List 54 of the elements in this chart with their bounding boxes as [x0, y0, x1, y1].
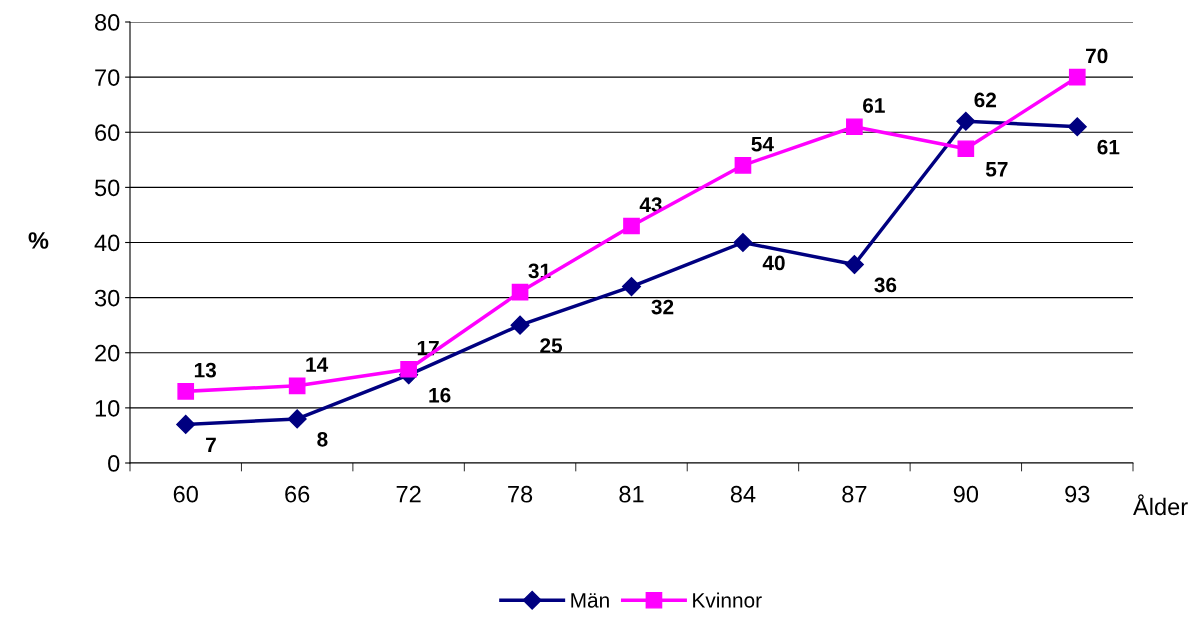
legend-label: Män	[571, 593, 609, 608]
y-tick-label: 70	[95, 69, 120, 86]
data-label: 14	[306, 357, 329, 372]
y-tick-label: 20	[95, 344, 120, 362]
point	[400, 360, 417, 378]
y-tick-label: 30	[94, 289, 120, 307]
data-label: 25	[540, 338, 563, 353]
y-tick-label: 10	[95, 399, 120, 417]
point	[287, 409, 307, 429]
point	[734, 156, 752, 174]
x-tick-label: 93	[1065, 485, 1090, 503]
point	[846, 118, 863, 136]
data-label: 13	[194, 362, 216, 378]
point	[1067, 117, 1087, 137]
x-tick-label: 72	[396, 485, 421, 503]
point	[176, 414, 196, 434]
legend-label: Kvinnor	[693, 592, 762, 608]
data-label: 62	[974, 92, 997, 108]
point	[956, 111, 976, 131]
point	[957, 140, 975, 158]
x-tick-label: 78	[508, 485, 533, 503]
point	[844, 255, 864, 275]
data-label: 32	[651, 299, 674, 315]
y-tick-label: 80	[95, 14, 120, 31]
point	[177, 383, 195, 400]
data-label: 61	[1097, 139, 1120, 155]
data-label: 7	[206, 437, 216, 453]
data-label: 36	[874, 277, 897, 293]
data-label: 8	[317, 431, 328, 447]
y-axis-title: %	[28, 232, 49, 249]
x-tick-label: 66	[285, 485, 310, 503]
point	[511, 283, 529, 301]
point	[733, 232, 753, 253]
data-label: 70	[1086, 48, 1108, 64]
x-tick-label: 87	[842, 485, 867, 503]
x-tick-label: 90	[953, 485, 979, 503]
data-label: 40	[762, 255, 785, 271]
x-axis-title: Ålder	[1133, 494, 1188, 516]
y-tick-label: 0	[108, 455, 120, 472]
x-tick-label: 84	[730, 485, 756, 503]
y-tick-label: 60	[95, 124, 120, 142]
point	[510, 315, 530, 335]
x-tick-label: 81	[619, 485, 644, 503]
point	[1068, 68, 1086, 86]
y-tick-label: 40	[94, 234, 120, 252]
point	[621, 277, 642, 297]
data-label: 57	[985, 162, 1008, 177]
point	[288, 377, 306, 395]
data-label: 16	[429, 387, 451, 403]
data-label: 61	[863, 98, 885, 113]
y-tick-label: 50	[94, 179, 120, 197]
data-label: 54	[751, 136, 774, 152]
point	[623, 217, 640, 235]
x-tick-label: 60	[173, 485, 198, 503]
